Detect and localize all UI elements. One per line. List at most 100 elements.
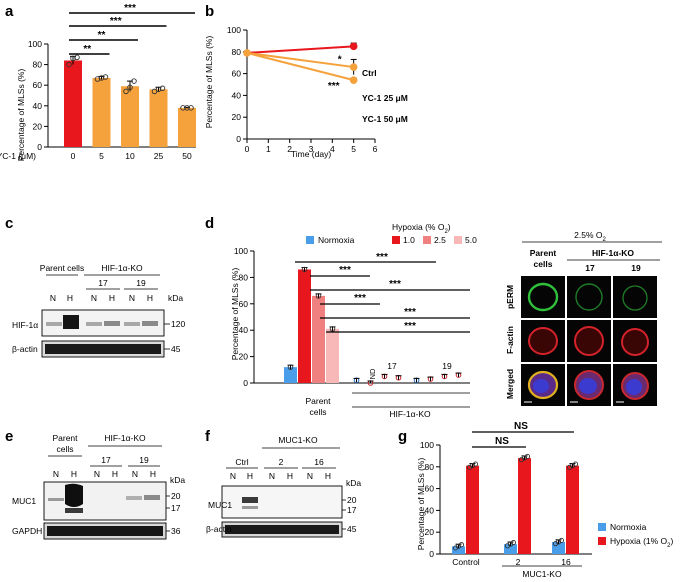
g-y-tick-label: 100 bbox=[420, 440, 434, 450]
g-bar-hypoxia bbox=[466, 465, 479, 554]
a-x-tick-label: 10 bbox=[125, 151, 135, 161]
e-row-gapdh: GAPDH bbox=[12, 526, 42, 536]
e-row-muc1: MUC1 bbox=[12, 496, 36, 506]
b-y-tick-label: 100 bbox=[227, 25, 241, 35]
g-point bbox=[572, 461, 579, 467]
panel-g-chart: 0 20 40 60 80 100 Control 2 16 NS NS bbox=[420, 421, 592, 567]
micro-nucleus bbox=[626, 379, 642, 395]
a-x-tick-label: 0 bbox=[71, 151, 76, 161]
micro-tile bbox=[567, 276, 611, 318]
e-parent-l2: cells bbox=[56, 444, 73, 454]
b-series-point bbox=[349, 76, 358, 84]
micro-cell-green bbox=[575, 283, 603, 311]
f-blot-muc1 bbox=[221, 485, 343, 519]
micro-nucleus bbox=[579, 378, 597, 394]
c-band bbox=[45, 344, 161, 354]
c-band bbox=[104, 321, 120, 326]
micro-cell-red bbox=[528, 327, 558, 355]
e-lane-3: N bbox=[94, 469, 100, 479]
e-band bbox=[144, 495, 160, 500]
b-series-line bbox=[246, 51, 354, 82]
d-bar-2.5 bbox=[312, 295, 325, 383]
micro-col-parent-l1: Parent bbox=[530, 248, 557, 258]
d-legend-label: 1.0 bbox=[403, 235, 415, 245]
b-sig-label: * bbox=[338, 55, 342, 66]
g-x-tick-label: 2 bbox=[516, 557, 521, 567]
e-lane-4: H bbox=[112, 469, 118, 479]
a-point bbox=[74, 54, 80, 61]
b-x-tick-label: 3 bbox=[309, 144, 314, 154]
a-point bbox=[159, 85, 166, 92]
panel-label-f: f bbox=[205, 428, 211, 445]
panel-label-c: c bbox=[5, 215, 13, 232]
d-group-label-19: 19 bbox=[442, 361, 452, 371]
panel-f: f MUC1-KO Ctrl 2 16 N H N H N H kDa MUC1… bbox=[205, 428, 361, 538]
e-clone-17: 17 bbox=[101, 455, 111, 465]
b-y-tick-label: 80 bbox=[232, 47, 242, 57]
panel-b-xlabel: Time (day) bbox=[291, 149, 331, 159]
f-row-muc1: MUC1 bbox=[208, 500, 232, 510]
g-bar-normoxia bbox=[552, 542, 565, 554]
f-clone-16: 16 bbox=[314, 457, 324, 467]
d-legend-label: 5.0 bbox=[465, 235, 477, 245]
c-lane-2: H bbox=[67, 293, 73, 303]
a-sig-label: *** bbox=[124, 3, 136, 14]
a-y-tick-label: 0 bbox=[37, 142, 42, 152]
g-sig-label: NS bbox=[495, 436, 509, 447]
a-y-tick-label: 40 bbox=[33, 101, 43, 111]
d-y-tick-label: 20 bbox=[239, 352, 249, 362]
d-sig-label: *** bbox=[376, 252, 388, 263]
e-blot-muc1 bbox=[43, 481, 167, 521]
d-ko-label: HIF-1α-KO bbox=[389, 409, 431, 419]
g-legend-hypoxia-swatch bbox=[598, 537, 606, 545]
panel-label-d: d bbox=[205, 215, 214, 232]
g-bar-hypoxia bbox=[566, 465, 579, 554]
d-legend-swatch bbox=[306, 236, 314, 244]
a-bar-0 bbox=[64, 60, 82, 148]
d-point bbox=[315, 293, 322, 299]
a-point bbox=[131, 78, 137, 84]
b-x-tick-label: 5 bbox=[351, 144, 356, 154]
d-y-tick-label: 40 bbox=[239, 325, 249, 335]
g-sig-label: NS bbox=[514, 421, 528, 432]
micro-clone-17: 17 bbox=[585, 263, 595, 273]
d-sig-label: *** bbox=[404, 321, 416, 332]
c-clone-19: 19 bbox=[136, 278, 146, 288]
e-kda-label: kDa bbox=[170, 475, 185, 485]
b-x-tick-label: 0 bbox=[245, 144, 250, 154]
g-bar-hypoxia bbox=[518, 458, 531, 554]
micro-clone-19: 19 bbox=[631, 263, 641, 273]
g-legend-normoxia: Normoxia bbox=[610, 522, 647, 532]
d-legend-label: 2.5 bbox=[434, 235, 446, 245]
d-bar-5.0 bbox=[326, 328, 339, 383]
g-legend-hypoxia: Hypoxia (1% O2) bbox=[610, 536, 674, 549]
a-point bbox=[180, 105, 186, 111]
d-y-tick-label: 80 bbox=[239, 272, 249, 282]
micro-tile bbox=[613, 276, 657, 318]
b-y-tick-label: 60 bbox=[232, 69, 242, 79]
b-x-tick-label: 6 bbox=[373, 144, 378, 154]
f-row-actin: β-actin bbox=[206, 524, 232, 534]
a-bar-5 bbox=[92, 77, 111, 147]
e-ko-label: HIF-1α-KO bbox=[104, 433, 146, 443]
a-sig-label: *** bbox=[110, 16, 122, 27]
a-y-tick-label: 60 bbox=[33, 80, 43, 90]
b-series-line bbox=[246, 45, 354, 54]
d-group-parent-l1: Parent bbox=[305, 396, 331, 406]
a-point bbox=[66, 61, 72, 68]
g-x-tick-label: Control bbox=[452, 557, 480, 567]
b-series-point bbox=[349, 42, 358, 51]
panel-d-chart: 0 20 40 60 80 100 ND 17 19 Normoxia 1.0 2.5 5.0 *** **… bbox=[234, 235, 477, 388]
g-point bbox=[472, 461, 479, 467]
micro-nucleus bbox=[533, 379, 549, 393]
micro-tile bbox=[521, 276, 565, 318]
e-parent-l1: Parent bbox=[52, 433, 78, 443]
f-band bbox=[225, 525, 339, 534]
d-group-label-17: 17 bbox=[387, 361, 397, 371]
f-lane-2: H bbox=[247, 471, 253, 481]
micro-cell-red bbox=[574, 326, 604, 356]
d-y-tick-label: 60 bbox=[239, 299, 249, 309]
b-series-line bbox=[246, 51, 354, 69]
c-row-hif: HIF-1α bbox=[12, 320, 38, 330]
a-point bbox=[188, 105, 194, 111]
